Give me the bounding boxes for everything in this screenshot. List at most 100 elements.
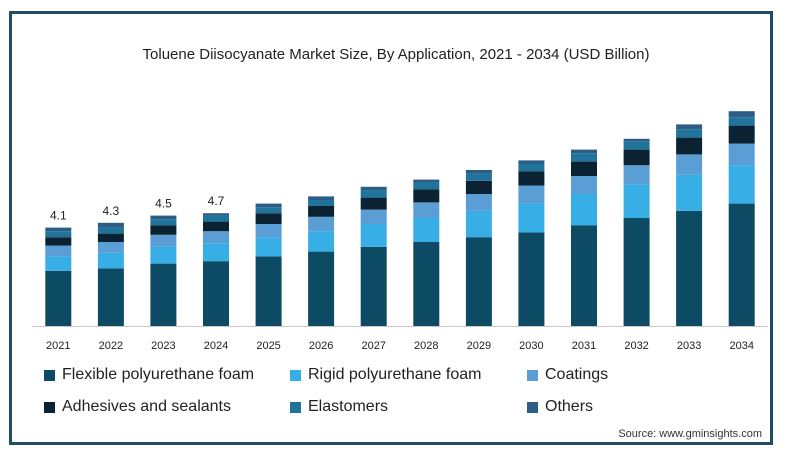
bar-segment [676, 124, 703, 130]
bar-segment [45, 227, 72, 232]
bar-segment [45, 231, 72, 238]
x-tick-label: 2027 [361, 340, 385, 352]
total-data-label: 4.5 [155, 197, 172, 211]
x-tick-label: 2022 [99, 340, 123, 352]
bar-segment [203, 231, 229, 244]
bar-segment [623, 165, 650, 185]
bar-segment [413, 182, 440, 190]
bar-segment [413, 179, 440, 182]
total-data-label: 4.7 [208, 194, 225, 208]
bar-segment [203, 215, 229, 222]
bar-segment [518, 164, 545, 172]
bar-segment [308, 231, 335, 252]
bar-segment [676, 137, 703, 155]
bar-segment [360, 190, 387, 198]
total-data-label: 4.1 [50, 209, 67, 223]
bar-segment [308, 196, 335, 200]
bar-segment [571, 149, 597, 154]
bar-segment [308, 216, 335, 232]
bar-segment [571, 153, 597, 162]
bar-segment [728, 143, 755, 166]
bar-segment [255, 237, 282, 257]
bar-segment [465, 173, 492, 181]
bar-segment [308, 206, 335, 217]
bar-segment [413, 242, 440, 326]
bar-segment [676, 129, 703, 138]
x-tick-label: 2025 [256, 340, 280, 352]
bar-segment [203, 221, 229, 232]
bar-segment [518, 185, 545, 204]
bar-segment [150, 225, 177, 235]
bar-segment [255, 224, 282, 238]
bar-segment [360, 186, 387, 191]
bar-segment [360, 246, 387, 326]
bar-segment [465, 237, 492, 326]
bar-segment [45, 237, 72, 246]
bar-segment [97, 242, 124, 253]
x-tick-label: 2034 [729, 340, 753, 352]
bar-segment [413, 218, 440, 242]
bar-segment [97, 227, 124, 234]
x-tick-label: 2024 [204, 340, 228, 352]
bar-segment [150, 246, 177, 264]
bar-segment [150, 234, 177, 247]
bar-segment [676, 210, 703, 326]
bar-segment [203, 243, 229, 262]
total-data-label: 4.3 [103, 204, 120, 218]
bar-segment [465, 180, 492, 194]
bar-segment [97, 233, 124, 242]
bar-segment [45, 256, 72, 271]
bar-segment [45, 245, 72, 257]
bar-segment [360, 197, 387, 210]
bar-segment [360, 209, 387, 224]
bar-segment [623, 138, 650, 142]
bar-segment [571, 161, 597, 176]
bar-segment [571, 194, 597, 226]
x-tick-label: 2026 [309, 340, 333, 352]
bar-segment [45, 270, 72, 326]
x-tick-label: 2029 [467, 340, 491, 352]
bar-segment [518, 160, 545, 164]
bar-segment [255, 256, 282, 326]
chart-title: Toluene Diisocyanate Market Size, By App… [142, 46, 650, 63]
bar-segment [465, 194, 492, 211]
bar-segment [360, 224, 387, 247]
bar-segment [728, 117, 755, 126]
bar-segment [623, 149, 650, 166]
x-tick-label: 2030 [519, 340, 543, 352]
bar-segment [150, 215, 177, 220]
bar-segment [518, 232, 545, 326]
bar-segment [308, 251, 335, 326]
source-note: Source: www.gminsights.com [618, 428, 762, 440]
bar-segment [676, 174, 703, 211]
bar-segment [623, 184, 650, 218]
bar-segment [308, 200, 335, 206]
bar-segment [571, 176, 597, 194]
bar-segment [465, 170, 492, 174]
bar-segment [465, 210, 492, 238]
bar-segment [150, 219, 177, 226]
x-tick-label: 2033 [677, 340, 701, 352]
x-tick-label: 2032 [624, 340, 648, 352]
bar-segment [728, 125, 755, 144]
bar-segment [728, 165, 755, 204]
bar-segment [728, 203, 755, 326]
bar-segment [728, 111, 755, 118]
x-tick-label: 2028 [414, 340, 438, 352]
bar-segment [150, 263, 177, 326]
bar-segment [255, 203, 282, 208]
bar-segment [623, 141, 650, 150]
bar-segment [623, 218, 650, 326]
bar-segment [97, 252, 124, 269]
bar-segment [255, 207, 282, 214]
bar-segment [97, 268, 124, 326]
x-tick-label: 2023 [151, 340, 175, 352]
bar-segment [97, 222, 124, 228]
bar-segment [518, 203, 545, 233]
x-tick-label: 2021 [46, 340, 70, 352]
x-tick-label: 2031 [572, 340, 596, 352]
bar-segment [518, 171, 545, 186]
bar-segment [676, 154, 703, 175]
bar-segment [255, 213, 282, 224]
